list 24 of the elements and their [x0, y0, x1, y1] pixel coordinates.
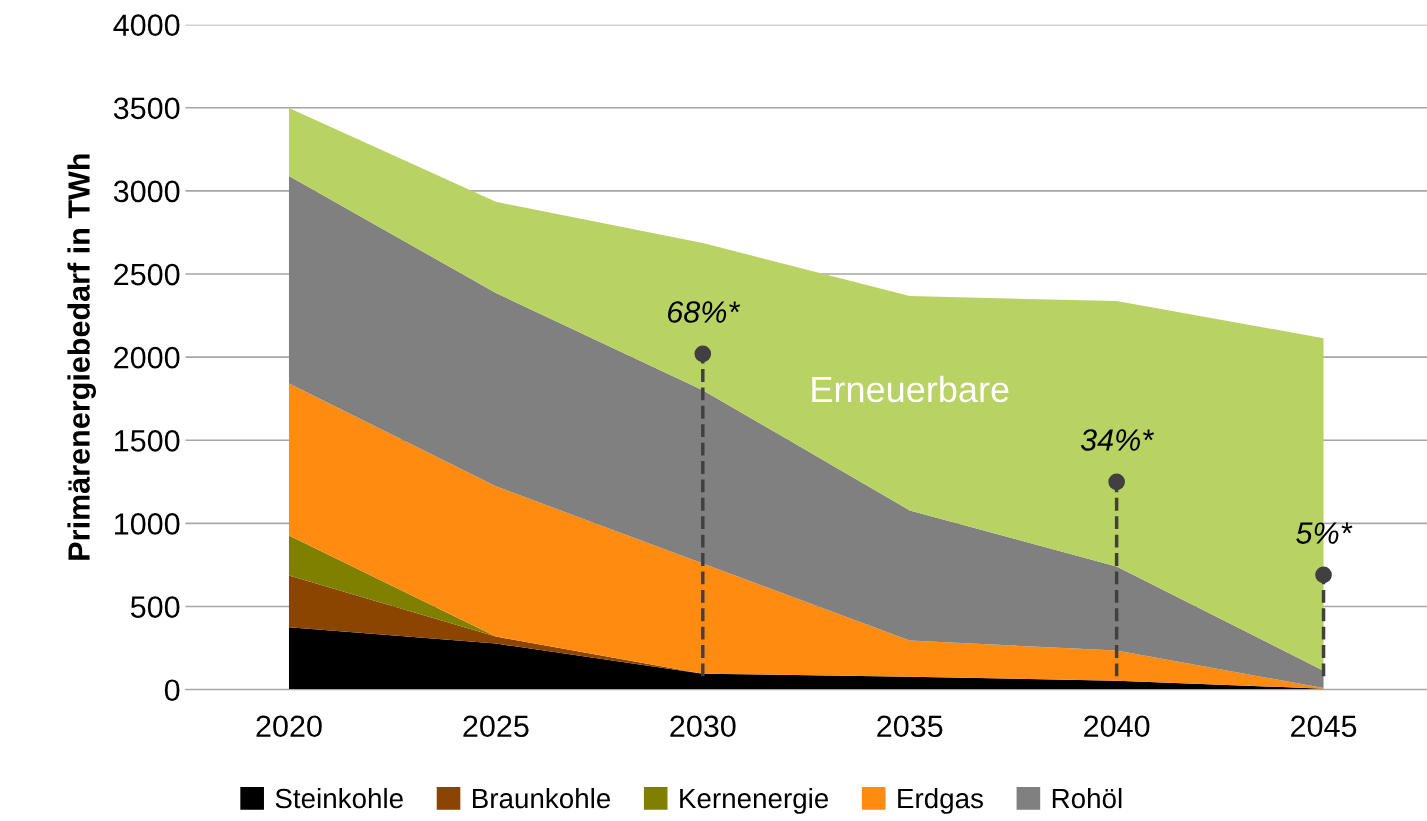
- y-tick-label: 3000: [113, 180, 180, 203]
- annotation: 68%*: [667, 301, 741, 323]
- x-tick-label: 2025: [463, 715, 529, 738]
- series-label: Erneuerbare: [812, 375, 1009, 403]
- y-tick-label: 0: [164, 679, 180, 702]
- legend-label: Steinkohle: [275, 787, 403, 809]
- y-tick-label: 1000: [115, 513, 180, 535]
- y-tick-label: 1500: [115, 430, 180, 452]
- y-tick-label: 3500: [113, 97, 180, 120]
- y-tick-label: 2500: [114, 263, 180, 286]
- x-tick-label: 2045: [1291, 715, 1357, 738]
- legend-label: Rohöl: [1052, 787, 1122, 809]
- x-tick-label: 2030: [670, 715, 736, 738]
- x-tick-label: 2035: [877, 715, 943, 738]
- legend-label: Braunkohle: [473, 787, 611, 809]
- y-tick-label: 2000: [114, 346, 180, 369]
- y-tick-label: 500: [130, 596, 180, 618]
- y-tick-label: 4000: [113, 14, 180, 36]
- x-tick-label: 2040: [1084, 715, 1150, 738]
- legend-label: Kernenergie: [680, 787, 829, 814]
- y-axis-title: Primärenergiebedarf in TWh: [67, 154, 97, 560]
- annotation: 34%*: [1080, 429, 1154, 451]
- x-tick-label: 2020: [256, 715, 322, 738]
- legend-label: Erdgas: [898, 787, 983, 814]
